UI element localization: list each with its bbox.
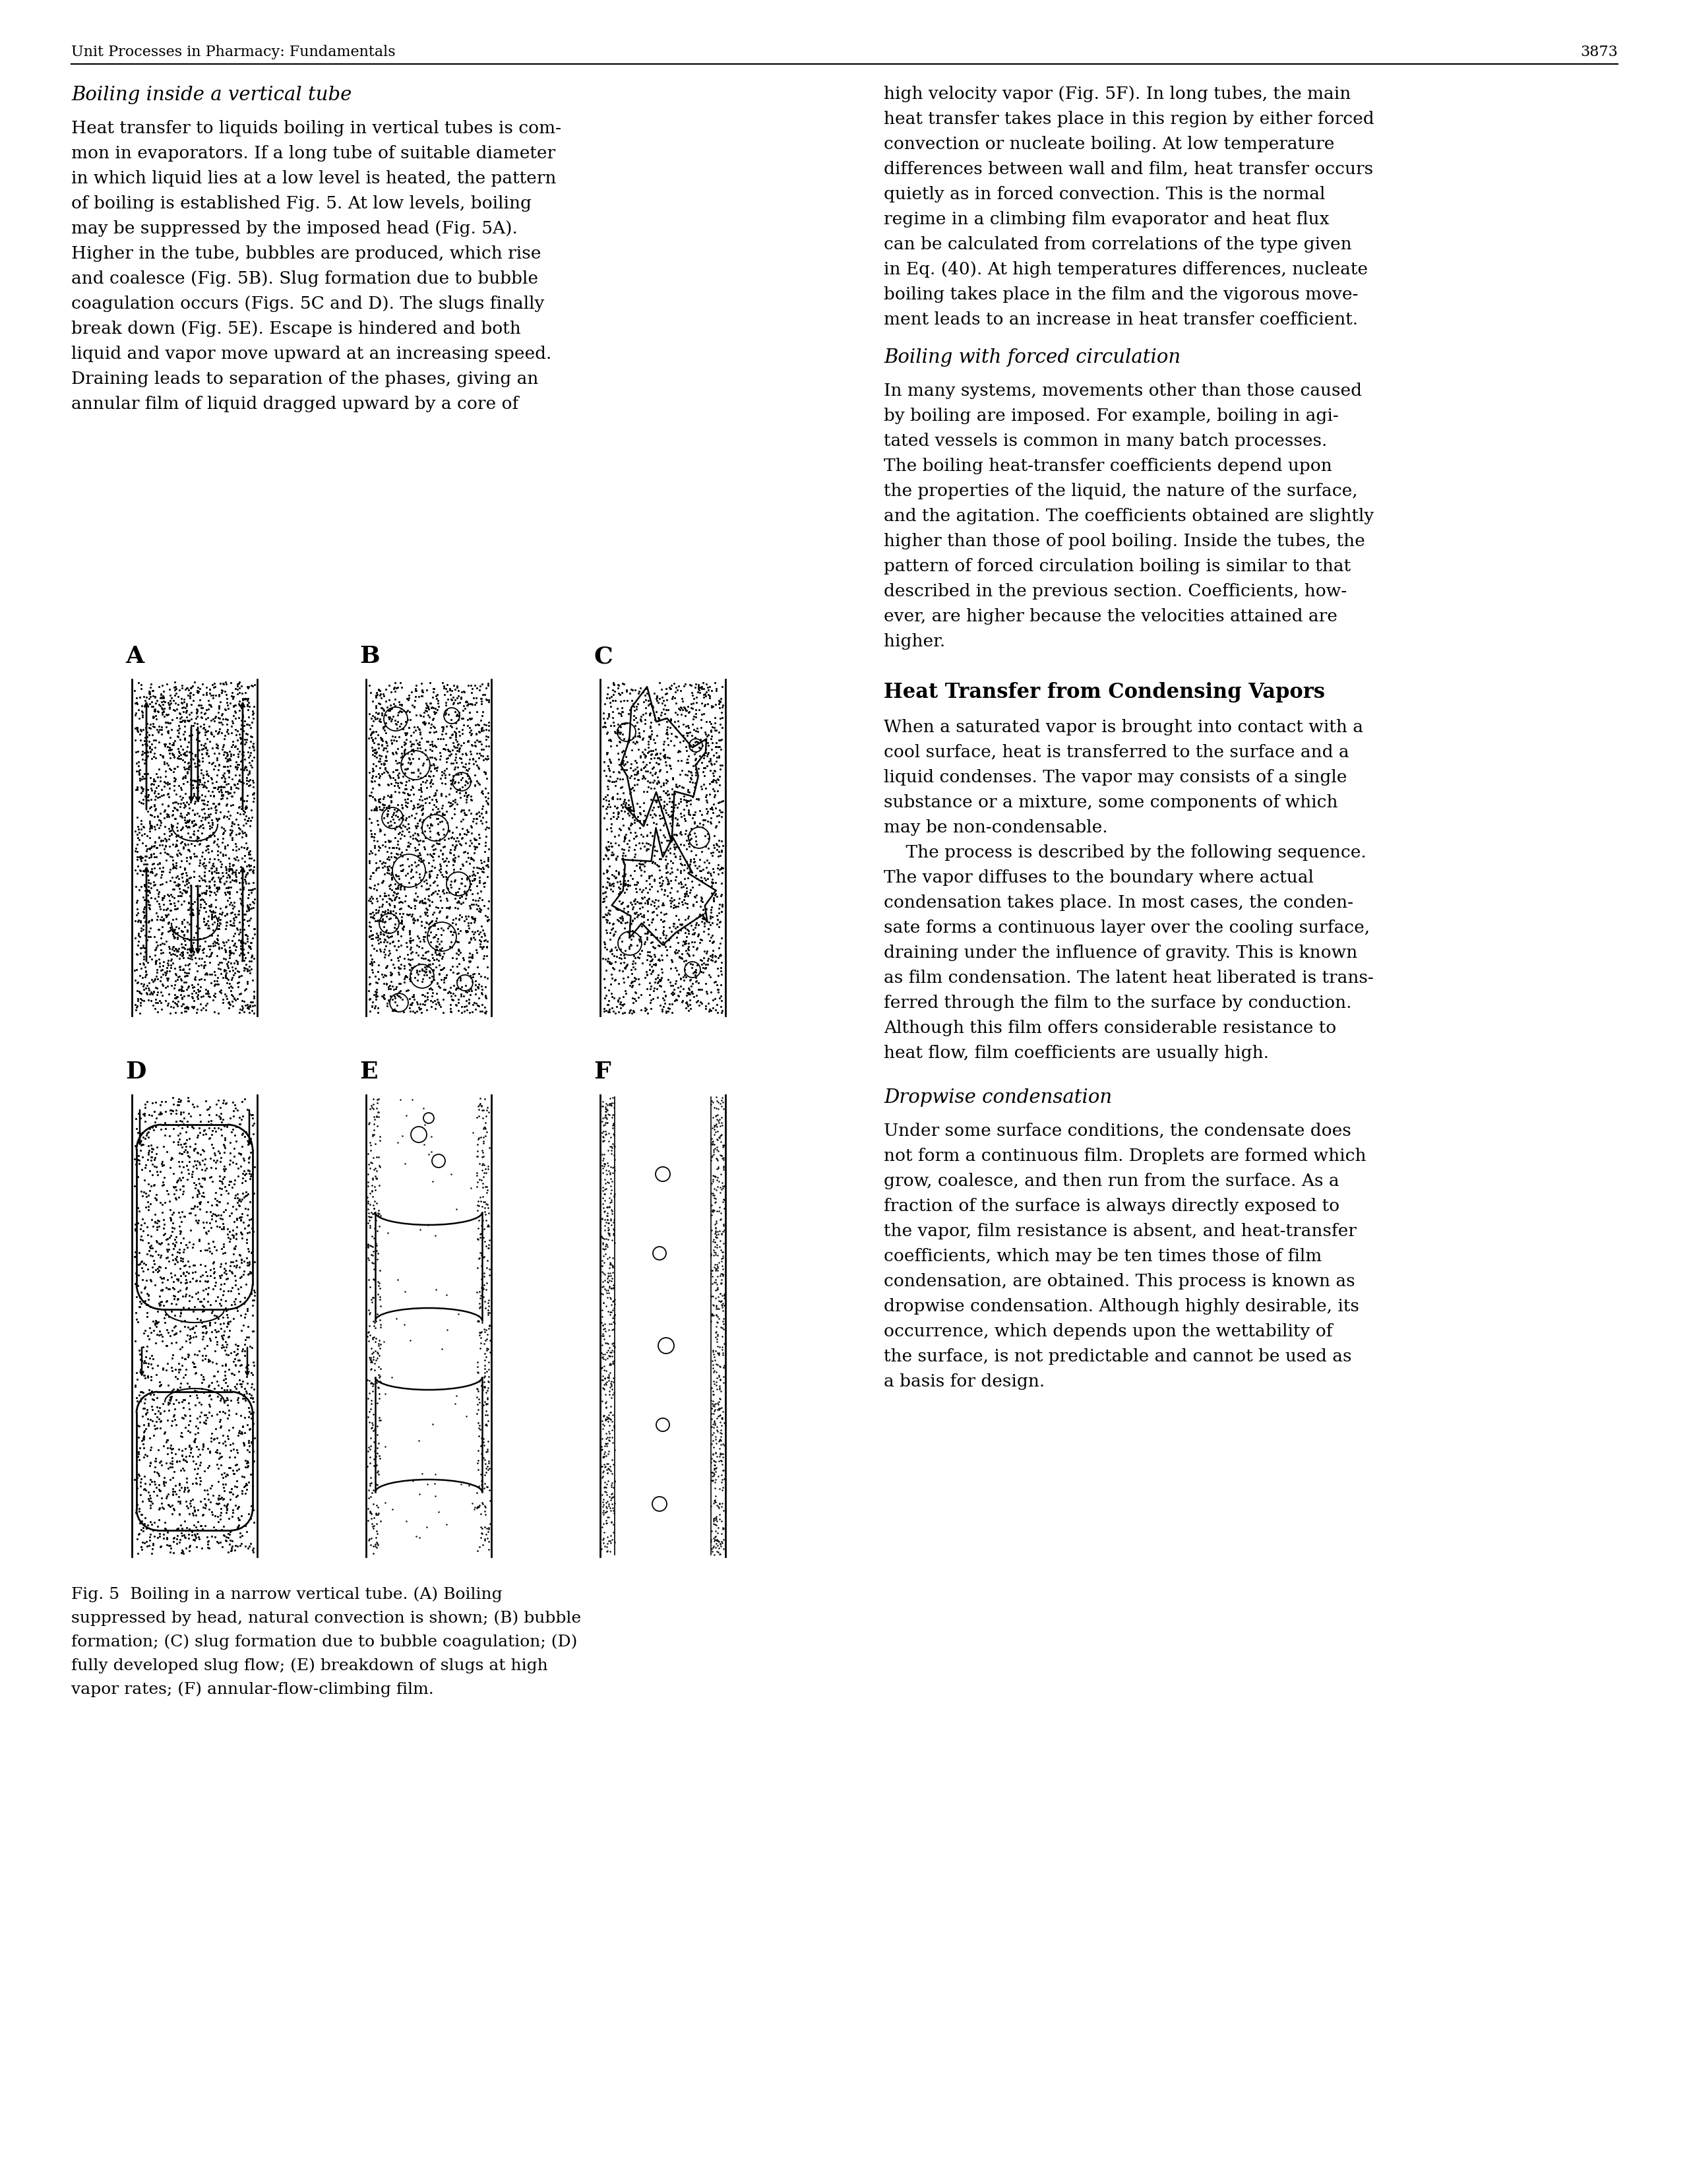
Text: draining under the influence of gravity. This is known: draining under the influence of gravity.… bbox=[883, 943, 1358, 961]
Text: The process is described by the following sequence.: The process is described by the followin… bbox=[883, 845, 1366, 860]
Text: in which liquid lies at a low level is heated, the pattern: in which liquid lies at a low level is h… bbox=[71, 170, 556, 186]
Text: higher than those of pool boiling. Inside the tubes, the: higher than those of pool boiling. Insid… bbox=[883, 533, 1365, 550]
Text: Fig. 5  Boiling in a narrow vertical tube. (A) Boiling: Fig. 5 Boiling in a narrow vertical tube… bbox=[71, 1586, 502, 1601]
Text: the surface, is not predictable and cannot be used as: the surface, is not predictable and cann… bbox=[883, 1348, 1351, 1365]
Text: dropwise condensation. Although highly desirable, its: dropwise condensation. Although highly d… bbox=[883, 1297, 1360, 1315]
Text: condensation takes place. In most cases, the conden-: condensation takes place. In most cases,… bbox=[883, 895, 1353, 911]
Text: in Eq. (40). At high temperatures differences, nucleate: in Eq. (40). At high temperatures differ… bbox=[883, 262, 1368, 277]
Text: The vapor diffuses to the boundary where actual: The vapor diffuses to the boundary where… bbox=[883, 869, 1314, 887]
Text: Higher in the tube, bubbles are produced, which rise: Higher in the tube, bubbles are produced… bbox=[71, 245, 540, 262]
Text: may be suppressed by the imposed head (Fig. 5A).: may be suppressed by the imposed head (F… bbox=[71, 221, 517, 236]
Text: liquid and vapor move upward at an increasing speed.: liquid and vapor move upward at an incre… bbox=[71, 345, 552, 363]
Text: C: C bbox=[593, 644, 613, 668]
Text: grow, coalesce, and then run from the surface. As a: grow, coalesce, and then run from the su… bbox=[883, 1173, 1339, 1190]
Text: suppressed by head, natural convection is shown; (B) bubble: suppressed by head, natural convection i… bbox=[71, 1610, 581, 1625]
Text: fraction of the surface is always directly exposed to: fraction of the surface is always direct… bbox=[883, 1197, 1339, 1214]
Text: regime in a climbing film evaporator and heat flux: regime in a climbing film evaporator and… bbox=[883, 212, 1329, 227]
Text: Boiling with forced circulation: Boiling with forced circulation bbox=[883, 347, 1181, 367]
Text: In many systems, movements other than those caused: In many systems, movements other than th… bbox=[883, 382, 1361, 400]
Text: ever, are higher because the velocities attained are: ever, are higher because the velocities … bbox=[883, 607, 1338, 625]
Text: Draining leads to separation of the phases, giving an: Draining leads to separation of the phas… bbox=[71, 371, 539, 387]
Text: 3873: 3873 bbox=[1581, 46, 1618, 59]
Text: F: F bbox=[593, 1061, 610, 1083]
Text: pattern of forced circulation boiling is similar to that: pattern of forced circulation boiling is… bbox=[883, 559, 1351, 574]
Text: and coalesce (Fig. 5B). Slug formation due to bubble: and coalesce (Fig. 5B). Slug formation d… bbox=[71, 271, 539, 286]
Text: higher.: higher. bbox=[883, 633, 946, 649]
Text: ferred through the film to the surface by conduction.: ferred through the film to the surface b… bbox=[883, 994, 1351, 1011]
Text: Under some surface conditions, the condensate does: Under some surface conditions, the conde… bbox=[883, 1123, 1351, 1140]
Text: convection or nucleate boiling. At low temperature: convection or nucleate boiling. At low t… bbox=[883, 135, 1334, 153]
Text: as film condensation. The latent heat liberated is trans-: as film condensation. The latent heat li… bbox=[883, 970, 1373, 987]
Text: boiling takes place in the film and the vigorous move-: boiling takes place in the film and the … bbox=[883, 286, 1358, 304]
Text: coagulation occurs (Figs. 5C and D). The slugs finally: coagulation occurs (Figs. 5C and D). The… bbox=[71, 295, 544, 312]
Text: Boiling inside a vertical tube: Boiling inside a vertical tube bbox=[71, 85, 351, 105]
Text: Unit–Validation: Unit–Validation bbox=[1659, 1059, 1672, 1184]
Text: by boiling are imposed. For example, boiling in agi-: by boiling are imposed. For example, boi… bbox=[883, 408, 1339, 424]
Text: break down (Fig. 5E). Escape is hindered and both: break down (Fig. 5E). Escape is hindered… bbox=[71, 321, 520, 336]
Text: heat transfer takes place in this region by either forced: heat transfer takes place in this region… bbox=[883, 111, 1375, 127]
Text: When a saturated vapor is brought into contact with a: When a saturated vapor is brought into c… bbox=[883, 719, 1363, 736]
Text: a basis for design.: a basis for design. bbox=[883, 1374, 1045, 1389]
Text: Dropwise condensation: Dropwise condensation bbox=[883, 1088, 1111, 1107]
Text: occurrence, which depends upon the wettability of: occurrence, which depends upon the wetta… bbox=[883, 1324, 1333, 1339]
Text: condensation, are obtained. This process is known as: condensation, are obtained. This process… bbox=[883, 1273, 1355, 1289]
Text: liquid condenses. The vapor may consists of a single: liquid condenses. The vapor may consists… bbox=[883, 769, 1346, 786]
Text: Unit Processes in Pharmacy: Fundamentals: Unit Processes in Pharmacy: Fundamentals bbox=[71, 46, 395, 59]
Text: high velocity vapor (Fig. 5F). In long tubes, the main: high velocity vapor (Fig. 5F). In long t… bbox=[883, 85, 1351, 103]
Text: D: D bbox=[125, 1061, 145, 1083]
Text: A: A bbox=[125, 644, 144, 668]
Text: Although this film offers considerable resistance to: Although this film offers considerable r… bbox=[883, 1020, 1336, 1035]
Text: the properties of the liquid, the nature of the surface,: the properties of the liquid, the nature… bbox=[883, 483, 1358, 500]
Text: mon in evaporators. If a long tube of suitable diameter: mon in evaporators. If a long tube of su… bbox=[71, 144, 556, 162]
Text: differences between wall and film, heat transfer occurs: differences between wall and film, heat … bbox=[883, 162, 1373, 177]
Text: ment leads to an increase in heat transfer coefficient.: ment leads to an increase in heat transf… bbox=[883, 312, 1358, 328]
Text: coefficients, which may be ten times those of film: coefficients, which may be ten times tho… bbox=[883, 1247, 1322, 1265]
Text: formation; (C) slug formation due to bubble coagulation; (D): formation; (C) slug formation due to bub… bbox=[71, 1634, 578, 1649]
Text: not form a continuous film. Droplets are formed which: not form a continuous film. Droplets are… bbox=[883, 1149, 1366, 1164]
Text: substance or a mixture, some components of which: substance or a mixture, some components … bbox=[883, 795, 1338, 810]
Text: quietly as in forced convection. This is the normal: quietly as in forced convection. This is… bbox=[883, 186, 1326, 203]
Text: annular film of liquid dragged upward by a core of: annular film of liquid dragged upward by… bbox=[71, 395, 519, 413]
Text: vapor rates; (F) annular-flow-climbing film.: vapor rates; (F) annular-flow-climbing f… bbox=[71, 1682, 434, 1697]
Text: may be non-condensable.: may be non-condensable. bbox=[883, 819, 1108, 836]
Text: E: E bbox=[360, 1061, 378, 1083]
Text: heat flow, film coefficients are usually high.: heat flow, film coefficients are usually… bbox=[883, 1044, 1268, 1061]
Text: sate forms a continuous layer over the cooling surface,: sate forms a continuous layer over the c… bbox=[883, 919, 1370, 937]
Text: of boiling is established Fig. 5. At low levels, boiling: of boiling is established Fig. 5. At low… bbox=[71, 194, 532, 212]
Text: tated vessels is common in many batch processes.: tated vessels is common in many batch pr… bbox=[883, 432, 1328, 450]
Text: fully developed slug flow; (E) breakdown of slugs at high: fully developed slug flow; (E) breakdown… bbox=[71, 1658, 547, 1673]
Text: B: B bbox=[360, 644, 380, 668]
Text: The boiling heat-transfer coefficients depend upon: The boiling heat-transfer coefficients d… bbox=[883, 459, 1333, 474]
Text: Heat transfer to liquids boiling in vertical tubes is com-: Heat transfer to liquids boiling in vert… bbox=[71, 120, 561, 138]
Text: the vapor, film resistance is absent, and heat-transfer: the vapor, film resistance is absent, an… bbox=[883, 1223, 1356, 1241]
Text: can be calculated from correlations of the type given: can be calculated from correlations of t… bbox=[883, 236, 1351, 253]
Text: cool surface, heat is transferred to the surface and a: cool surface, heat is transferred to the… bbox=[883, 745, 1350, 760]
Text: Heat Transfer from Condensing Vapors: Heat Transfer from Condensing Vapors bbox=[883, 681, 1324, 703]
Text: and the agitation. The coefficients obtained are slightly: and the agitation. The coefficients obta… bbox=[883, 509, 1373, 524]
Text: described in the previous section. Coefficients, how-: described in the previous section. Coeff… bbox=[883, 583, 1346, 601]
